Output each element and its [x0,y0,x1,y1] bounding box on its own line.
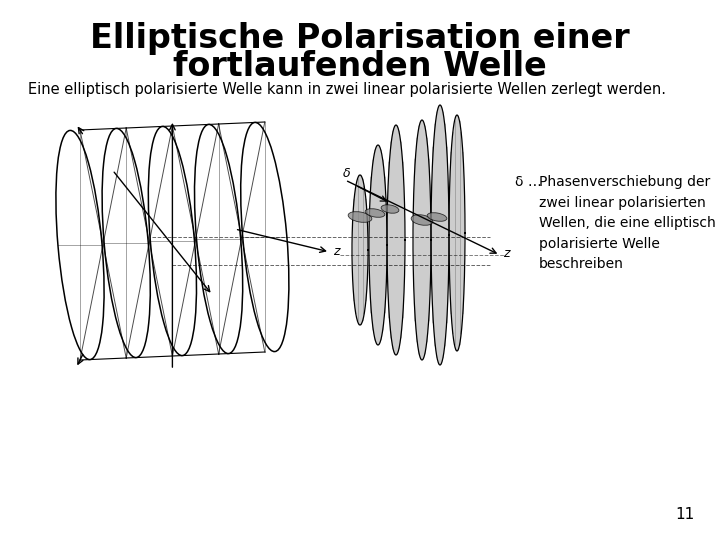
Ellipse shape [411,215,433,225]
Text: Elliptische Polarisation einer: Elliptische Polarisation einer [90,22,630,55]
Text: δ: δ [343,167,351,180]
Ellipse shape [381,205,399,213]
Text: Phasenverschiebung der
zwei linear polarisierten
Wellen, die eine elliptisch
pol: Phasenverschiebung der zwei linear polar… [539,175,716,272]
Text: z: z [333,245,339,258]
Text: fortlaufenden Welle: fortlaufenden Welle [173,50,547,83]
Text: 11: 11 [676,507,695,522]
Text: z: z [503,247,510,260]
Ellipse shape [365,208,385,217]
Ellipse shape [427,213,447,221]
Text: Eine elliptisch polarisierte Welle kann in zwei linear polarisierte Wellen zerle: Eine elliptisch polarisierte Welle kann … [28,82,666,97]
Text: δ …: δ … [515,175,542,189]
Ellipse shape [348,212,372,222]
